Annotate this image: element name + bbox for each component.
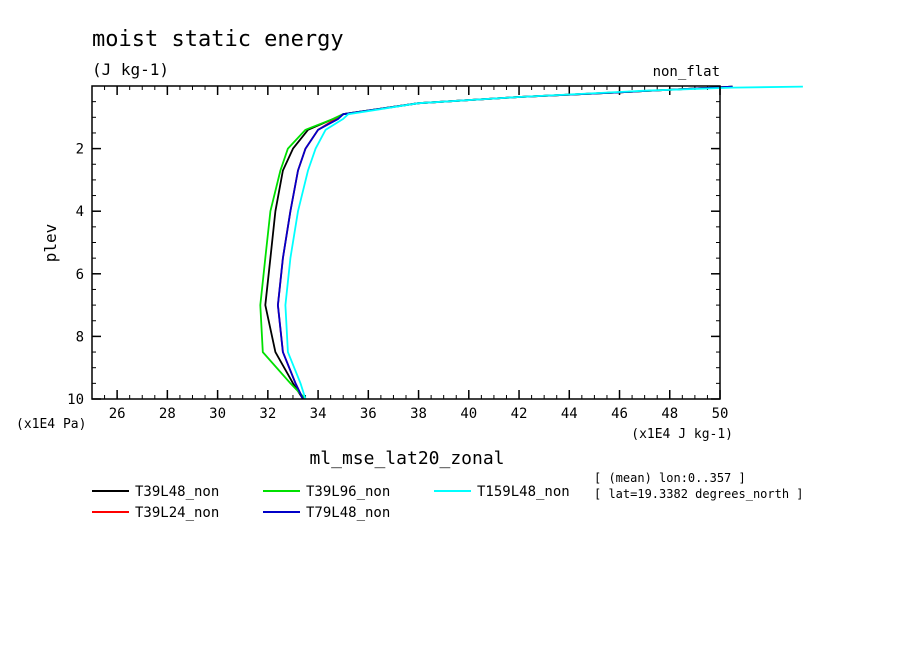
legend-label: T39L48_non [135, 484, 219, 500]
series-line-t39l48-non [264, 85, 733, 400]
y-tick-label: 6 [76, 267, 84, 283]
x-tick-label: 26 [109, 406, 126, 422]
x-tick-label: 38 [410, 406, 427, 422]
x-axis-label: ml_mse_lat20_zonal [309, 448, 504, 469]
legend-label: T159L48_non [477, 484, 570, 500]
x-tick-label: 48 [661, 406, 678, 422]
x-tick-label: 36 [360, 406, 377, 422]
plot-frame [91, 85, 721, 400]
info-line-1: [ (mean) lon:0..357 ] [594, 471, 746, 485]
series-line-t39l96-non [259, 85, 733, 400]
x-tick-label: 30 [209, 406, 226, 422]
chart-title: moist static energy [92, 27, 344, 52]
x-tick-label: 46 [611, 406, 628, 422]
chart-units: (J kg-1) [92, 60, 169, 79]
x-tick-label: 34 [310, 406, 327, 422]
y-tick-label: 4 [76, 204, 84, 220]
y-tick-label: 8 [76, 329, 84, 345]
series-line-t159l48-non [284, 85, 803, 400]
legend: T39L48_non T39L24_non T39L96_non T79L48_non… [92, 484, 570, 521]
x-tick-label: 32 [259, 406, 276, 422]
x-tick-label: 44 [561, 406, 578, 422]
info-line-2: [ lat=19.3382 degrees_north ] [594, 487, 804, 501]
y-tick-label: 2 [76, 142, 84, 158]
x-tick-label: 28 [159, 406, 176, 422]
legend-label: T39L96_non [306, 484, 390, 500]
series-line-t79l48-non [276, 85, 733, 400]
x-axis-unit: (x1E4 J kg-1) [631, 427, 733, 442]
legend-label: T79L48_non [306, 505, 390, 521]
legend-label: T39L24_non [135, 505, 219, 521]
series-line-t39l24-non [276, 85, 733, 400]
y-tick-label: 10 [67, 392, 84, 408]
corner-label: non_flat [653, 64, 720, 80]
x-tick-label: 40 [460, 406, 477, 422]
series-lines [259, 85, 803, 400]
y-axis-label: plev [41, 224, 60, 263]
x-tick-label: 42 [511, 406, 528, 422]
x-tick-label: 50 [712, 406, 729, 422]
y-axis-unit: (x1E4 Pa) [16, 417, 86, 432]
